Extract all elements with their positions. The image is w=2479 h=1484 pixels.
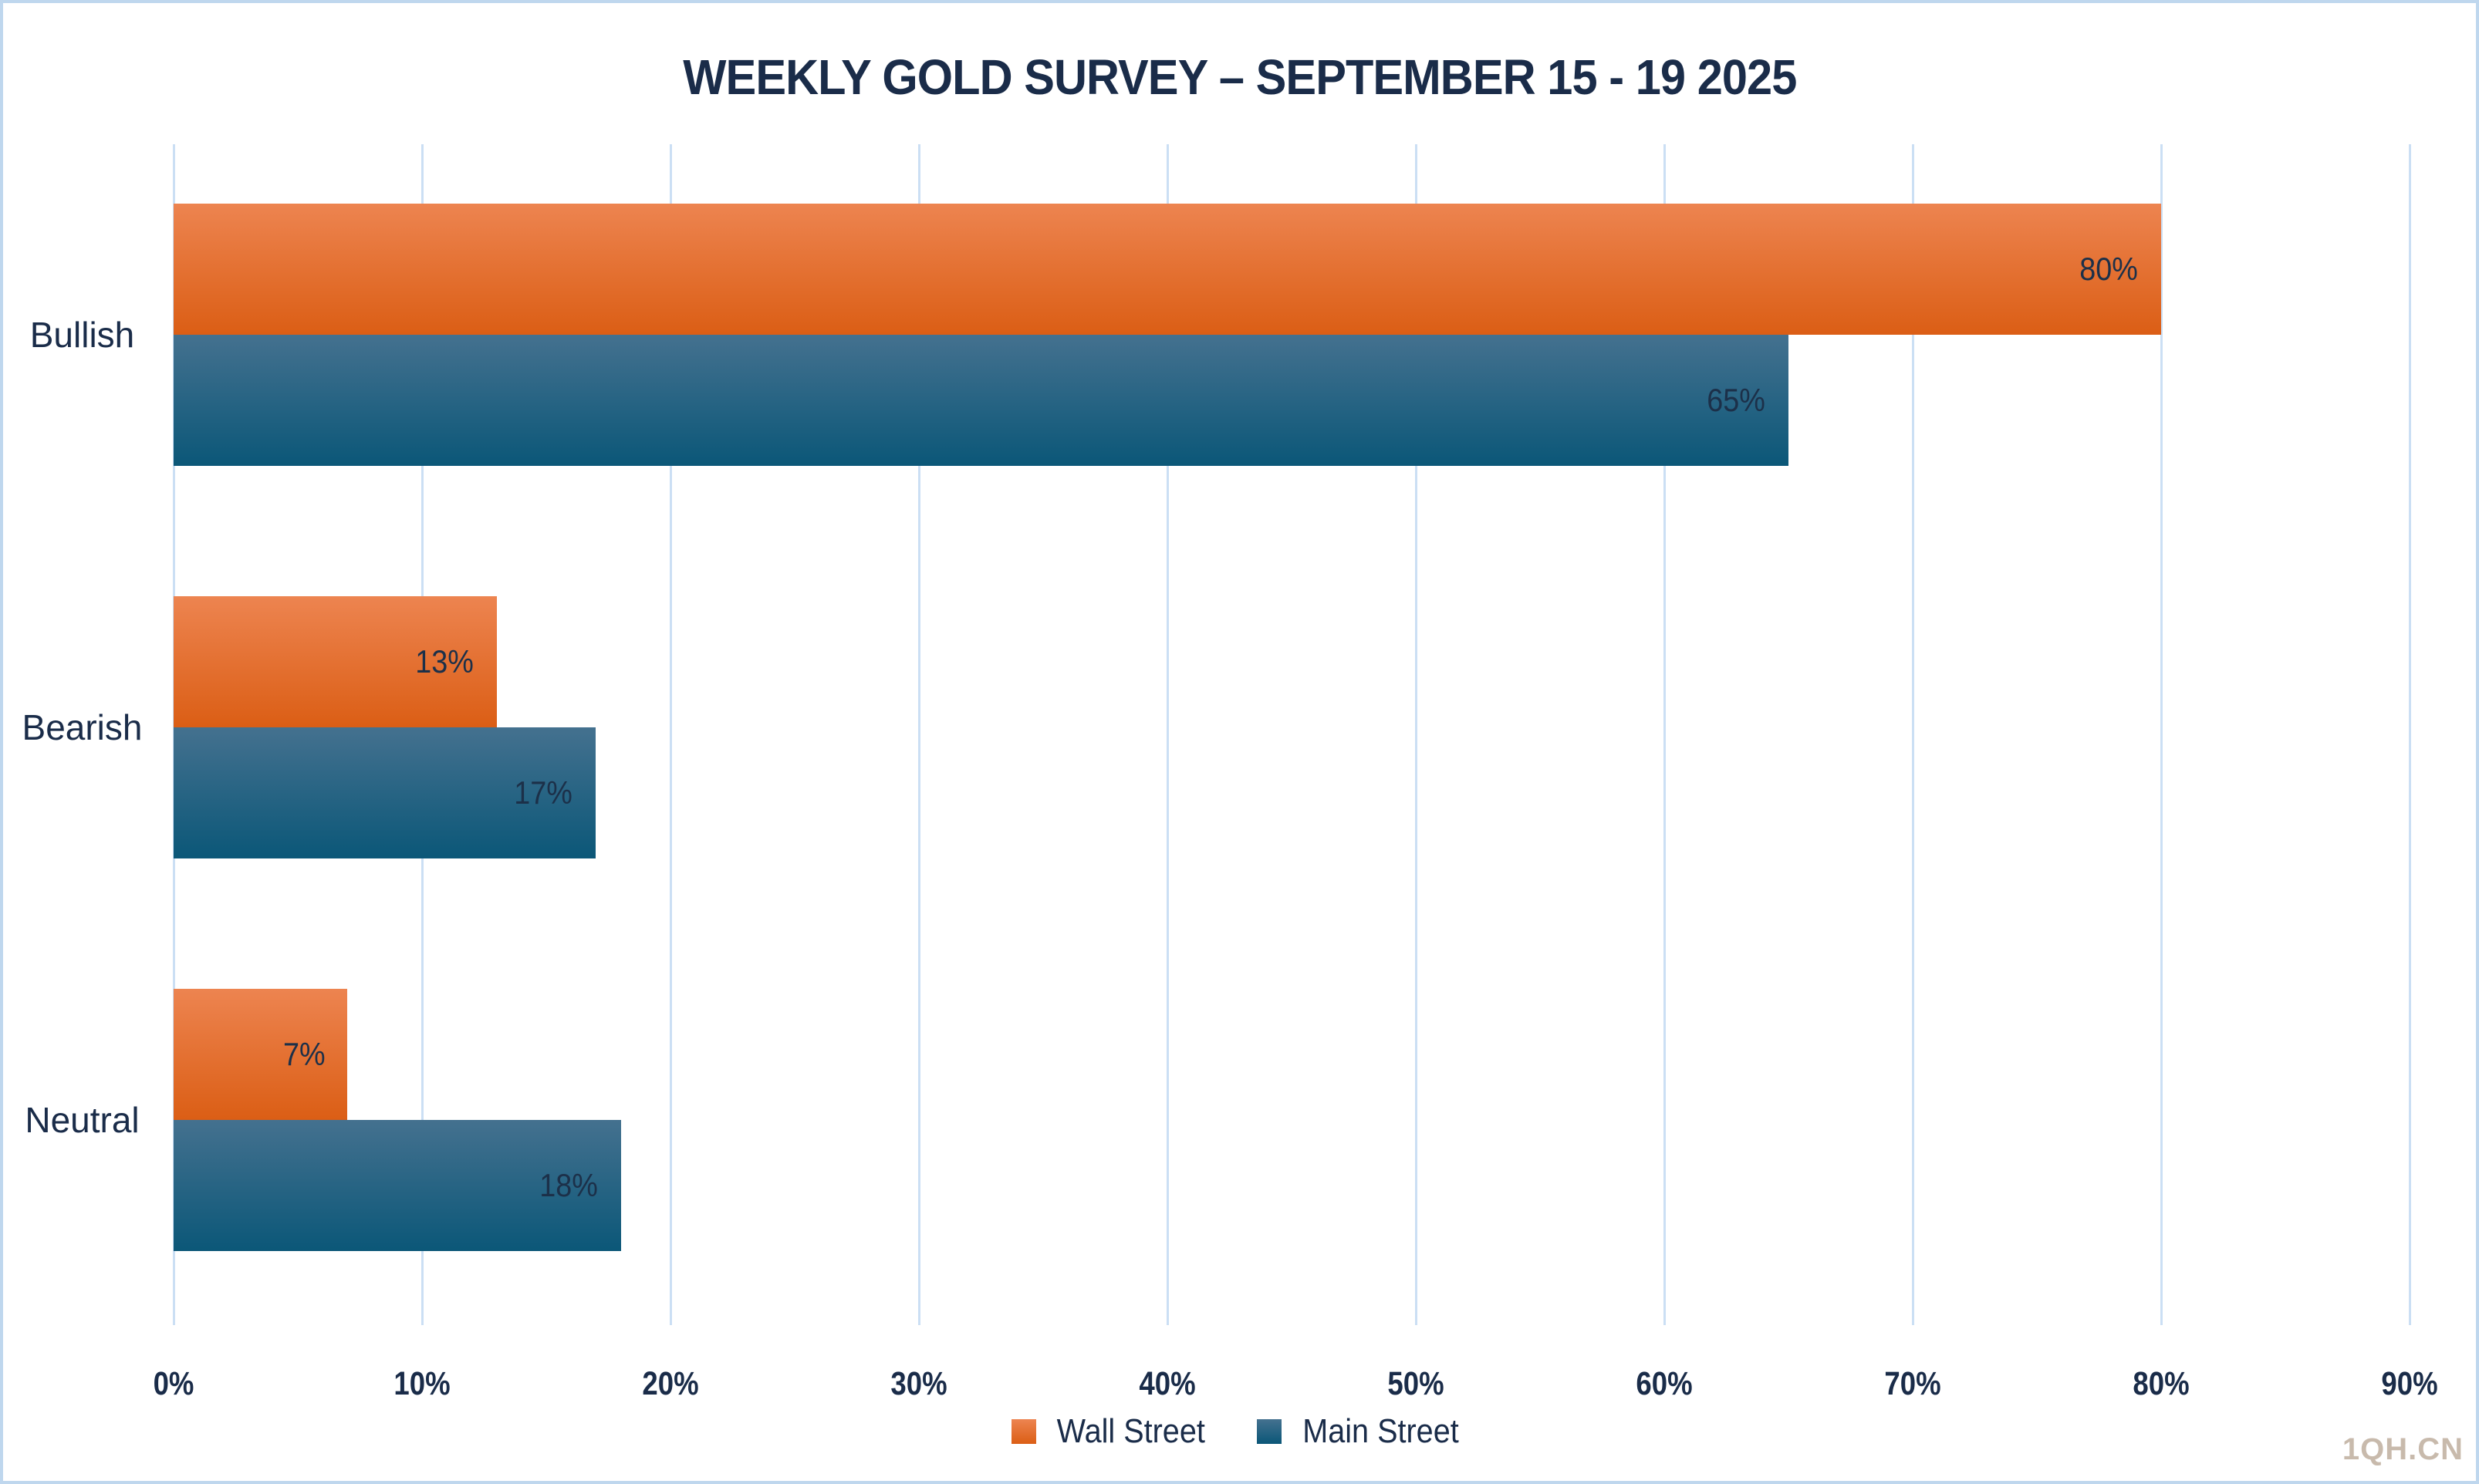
x-tick-label: 20% [642, 1364, 699, 1402]
gridline [2408, 144, 2411, 1325]
chart-title-text: WEEKLY GOLD SURVEY – SEPTEMBER 15 - 19 2… [682, 49, 1797, 105]
gridline [1414, 144, 1417, 1325]
bar-main-street-neutral: 18% [174, 1120, 621, 1251]
x-tick-label: 90% [2381, 1364, 2438, 1402]
chart-title: WEEKLY GOLD SURVEY – SEPTEMBER 15 - 19 2… [3, 52, 2476, 102]
x-tick-label: 40% [1139, 1364, 1196, 1402]
gridline [669, 144, 672, 1325]
bar-data-label: 80% [2079, 251, 2138, 287]
watermark: 1QH.CN [2342, 1432, 2464, 1466]
bar-data-label: 17% [514, 774, 573, 811]
x-tick-label: 50% [1387, 1364, 1444, 1402]
bar-data-label: 18% [539, 1167, 598, 1203]
legend-item-main-street: Main Street [1256, 1412, 1467, 1451]
gridline [1166, 144, 1169, 1325]
legend-swatch-icon [1012, 1419, 1037, 1444]
bar-wall-street-bearish: 13% [174, 596, 497, 727]
legend-swatch-icon [1256, 1419, 1282, 1444]
legend-item-wall-street: Wall Street [1012, 1412, 1214, 1451]
bar-data-label: 7% [282, 1036, 326, 1072]
bar-main-street-bearish: 17% [174, 727, 596, 858]
plot-area: 80% 65% 13% 17% 7% 18% [172, 144, 2411, 1325]
x-tick-label: 70% [1884, 1364, 1941, 1402]
x-tick-label: 30% [890, 1364, 947, 1402]
x-tick-label: 60% [1636, 1364, 1693, 1402]
gridline [917, 144, 920, 1325]
gridline [2160, 144, 2163, 1325]
legend-label: Main Street [1302, 1412, 1459, 1450]
legend: Wall Street Main Street [3, 1410, 2476, 1453]
bar-wall-street-bullish: 80% [174, 204, 2161, 335]
category-label-neutral: Neutral [25, 1100, 140, 1140]
x-tick-label: 10% [393, 1364, 451, 1402]
bar-wall-street-neutral: 7% [174, 989, 348, 1120]
gridline [1911, 144, 1914, 1325]
bar-data-label: 13% [414, 643, 474, 680]
category-label-bearish: Bearish [22, 707, 143, 747]
bar-data-label: 65% [1707, 382, 1765, 418]
bar-main-street-bullish: 65% [174, 335, 1788, 466]
x-tick-label: 0% [153, 1364, 194, 1402]
category-label-bullish: Bullish [29, 315, 135, 355]
gridline [1663, 144, 1666, 1325]
legend-label: Wall Street [1056, 1412, 1206, 1450]
x-tick-label: 80% [2133, 1364, 2190, 1402]
